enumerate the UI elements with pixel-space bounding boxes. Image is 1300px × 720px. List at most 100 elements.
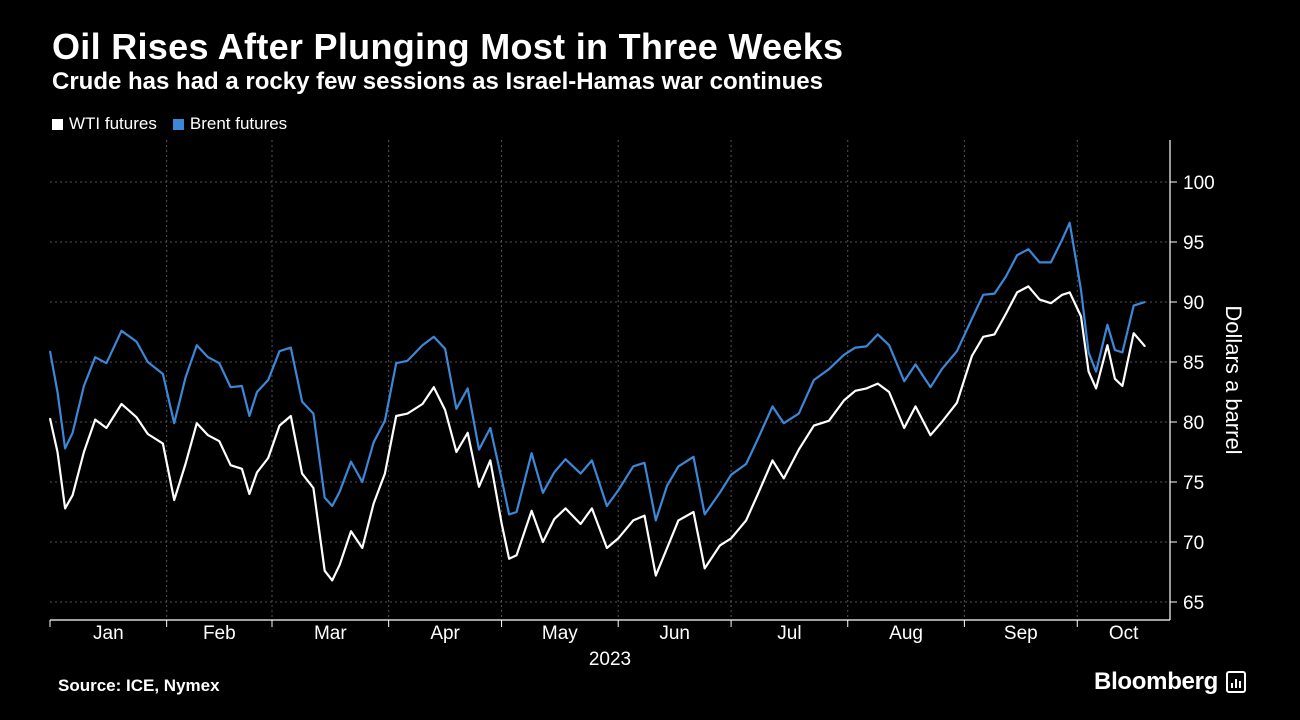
data-point	[1106, 344, 1108, 346]
y-tick-label: 100	[1183, 173, 1215, 194]
data-point	[230, 464, 232, 466]
data-point	[241, 385, 243, 387]
x-axis-year-label: 2023	[589, 649, 631, 670]
x-tick-label: May	[542, 623, 578, 644]
data-point	[941, 368, 943, 370]
data-point	[444, 409, 446, 411]
data-point	[704, 513, 706, 516]
series-line-wti	[48, 285, 1146, 582]
y-tick-label: 80	[1183, 413, 1204, 434]
data-point	[632, 465, 634, 467]
data-point	[783, 477, 785, 479]
series-wti	[48, 285, 1146, 582]
data-point	[105, 427, 107, 429]
data-point	[843, 399, 845, 401]
data-point	[843, 354, 845, 356]
data-point	[745, 519, 747, 522]
data-point	[350, 530, 352, 532]
data-point	[1016, 291, 1018, 293]
data-point	[105, 362, 107, 364]
data-point	[1106, 324, 1108, 326]
data-point	[542, 492, 544, 494]
data-point	[312, 487, 314, 489]
legend-item-wti: WTI futures	[52, 114, 157, 134]
data-point	[173, 422, 175, 424]
data-point	[553, 518, 555, 520]
data-point	[207, 434, 209, 436]
data-point	[903, 380, 905, 382]
data-point	[395, 362, 397, 364]
y-tick-label: 85	[1183, 353, 1204, 374]
x-tick-label: Jul	[777, 623, 801, 644]
data-point	[444, 348, 446, 350]
data-point	[135, 341, 138, 343]
data-point	[1050, 261, 1052, 263]
data-point	[1121, 351, 1123, 353]
data-point	[1121, 385, 1123, 387]
bloomberg-terminal-icon	[1226, 671, 1246, 693]
data-point	[1061, 239, 1063, 241]
data-point	[1005, 276, 1007, 278]
y-tick-label: 90	[1183, 293, 1204, 314]
data-point	[361, 547, 363, 549]
data-point	[508, 558, 510, 560]
data-point	[1088, 351, 1090, 353]
data-point	[256, 471, 258, 473]
data-point	[888, 344, 890, 346]
data-point	[914, 363, 917, 365]
series	[48, 221, 1146, 582]
data-point	[1005, 313, 1007, 315]
data-point	[72, 432, 74, 434]
data-point	[478, 486, 480, 488]
grid	[50, 140, 1170, 620]
data-point	[813, 379, 815, 381]
data-point	[756, 439, 759, 441]
data-point	[730, 537, 732, 540]
data-point	[655, 519, 657, 522]
data-point	[531, 452, 533, 454]
data-point	[914, 405, 917, 407]
data-point	[677, 519, 680, 522]
data-point	[956, 402, 958, 404]
data-point	[798, 449, 800, 451]
data-point	[993, 333, 996, 335]
data-point	[542, 541, 544, 543]
data-point	[745, 463, 747, 465]
data-point	[591, 459, 593, 461]
data-point	[783, 422, 785, 424]
data-point	[1039, 299, 1041, 301]
data-point	[290, 347, 292, 349]
legend-swatch-wti	[52, 118, 63, 130]
data-point	[361, 481, 363, 483]
data-point	[956, 350, 958, 352]
data-point	[147, 433, 149, 435]
data-point	[756, 494, 759, 496]
data-point	[455, 408, 457, 410]
data-point	[1027, 248, 1029, 250]
data-point	[606, 547, 608, 549]
data-point	[94, 419, 96, 421]
legend-label-brent: Brent futures	[189, 114, 288, 133]
data-point	[278, 350, 281, 352]
data-point	[1061, 294, 1063, 296]
data-point	[384, 473, 386, 475]
data-point	[350, 461, 352, 463]
data-point	[666, 485, 668, 487]
bloomberg-logo: Bloomberg	[1094, 668, 1246, 696]
data-point	[1039, 261, 1041, 263]
data-point	[929, 434, 932, 436]
data-point	[941, 421, 943, 423]
data-point	[373, 503, 375, 505]
data-point	[500, 477, 503, 479]
data-point	[888, 391, 890, 393]
data-point	[632, 519, 634, 522]
data-point	[903, 427, 905, 429]
data-point	[406, 413, 409, 415]
data-point	[184, 463, 187, 465]
data-point	[516, 511, 518, 513]
source-note: Source: ICE, Nymex	[58, 676, 220, 695]
data-point	[489, 427, 491, 429]
data-point	[267, 379, 269, 381]
data-point	[771, 459, 774, 461]
